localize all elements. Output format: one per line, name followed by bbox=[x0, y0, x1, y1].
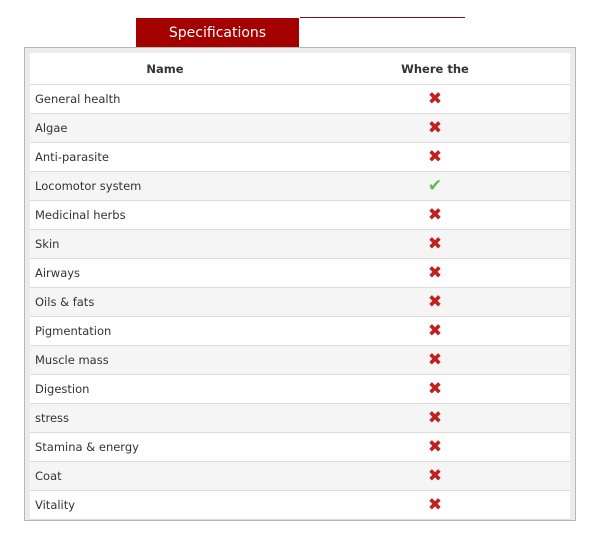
row-value: ✖ bbox=[300, 229, 570, 259]
table-row: Algae ✖ bbox=[30, 113, 570, 143]
row-name: Anti-parasite bbox=[30, 142, 300, 172]
row-value: ✖ bbox=[300, 345, 570, 375]
row-name: Oils & fats bbox=[30, 287, 300, 317]
row-name: Algae bbox=[30, 113, 300, 143]
table-row: Airways ✖ bbox=[30, 258, 570, 288]
table-row: Coat ✖ bbox=[30, 461, 570, 491]
cross-icon: ✖ bbox=[427, 205, 443, 225]
row-name: Muscle mass bbox=[30, 345, 300, 375]
tab-divider bbox=[300, 17, 465, 18]
row-name: Stamina & energy bbox=[30, 432, 300, 462]
cross-icon: ✖ bbox=[427, 292, 443, 312]
cross-icon: ✖ bbox=[427, 408, 443, 428]
row-value: ✖ bbox=[300, 113, 570, 143]
table-row: Medicinal herbs ✖ bbox=[30, 200, 570, 230]
table-row: Locomotor system ✔ bbox=[30, 171, 570, 201]
row-value: ✖ bbox=[300, 84, 570, 114]
table-header: Name Where the bbox=[30, 53, 570, 85]
cross-icon: ✖ bbox=[427, 379, 443, 399]
row-value: ✖ bbox=[300, 432, 570, 462]
row-value: ✖ bbox=[300, 490, 570, 520]
table-row: Vitality ✖ bbox=[30, 490, 570, 520]
row-name: stress bbox=[30, 403, 300, 433]
table-row: Stamina & energy ✖ bbox=[30, 432, 570, 462]
check-icon: ✔ bbox=[427, 176, 443, 196]
table-row: stress ✖ bbox=[30, 403, 570, 433]
tab-specifications[interactable]: Specifications bbox=[136, 18, 299, 48]
row-value: ✖ bbox=[300, 258, 570, 288]
row-name: Pigmentation bbox=[30, 316, 300, 346]
cross-icon: ✖ bbox=[427, 263, 443, 283]
cross-icon: ✖ bbox=[427, 350, 443, 370]
cross-icon: ✖ bbox=[427, 147, 443, 167]
row-value: ✔ bbox=[300, 171, 570, 201]
table-row: Skin ✖ bbox=[30, 229, 570, 259]
row-name: Medicinal herbs bbox=[30, 200, 300, 230]
row-value: ✖ bbox=[300, 403, 570, 433]
table-row: Pigmentation ✖ bbox=[30, 316, 570, 346]
cross-icon: ✖ bbox=[427, 234, 443, 254]
table-row: General health ✖ bbox=[30, 84, 570, 114]
row-name: Vitality bbox=[30, 490, 300, 520]
specifications-panel: Name Where the General health ✖ Algae ✖ Anti… bbox=[24, 47, 576, 521]
cross-icon: ✖ bbox=[427, 118, 443, 138]
header-where: Where the bbox=[300, 53, 570, 85]
row-value: ✖ bbox=[300, 374, 570, 404]
table-row: Muscle mass ✖ bbox=[30, 345, 570, 375]
specifications-table: Name Where the General health ✖ Algae ✖ Anti… bbox=[30, 53, 570, 520]
table-row: Digestion ✖ bbox=[30, 374, 570, 404]
row-name: Digestion bbox=[30, 374, 300, 404]
row-value: ✖ bbox=[300, 461, 570, 491]
cross-icon: ✖ bbox=[427, 321, 443, 341]
row-value: ✖ bbox=[300, 287, 570, 317]
tab-empty bbox=[300, 18, 465, 49]
row-value: ✖ bbox=[300, 316, 570, 346]
row-value: ✖ bbox=[300, 142, 570, 172]
cross-icon: ✖ bbox=[427, 437, 443, 457]
row-value: ✖ bbox=[300, 200, 570, 230]
header-name: Name bbox=[30, 53, 300, 85]
row-name: Skin bbox=[30, 229, 300, 259]
row-name: Locomotor system bbox=[30, 171, 300, 201]
cross-icon: ✖ bbox=[427, 89, 443, 109]
cross-icon: ✖ bbox=[427, 466, 443, 486]
row-name: General health bbox=[30, 84, 300, 114]
table-row: Anti-parasite ✖ bbox=[30, 142, 570, 172]
cross-icon: ✖ bbox=[427, 495, 443, 515]
table-row: Oils & fats ✖ bbox=[30, 287, 570, 317]
row-name: Coat bbox=[30, 461, 300, 491]
row-name: Airways bbox=[30, 258, 300, 288]
